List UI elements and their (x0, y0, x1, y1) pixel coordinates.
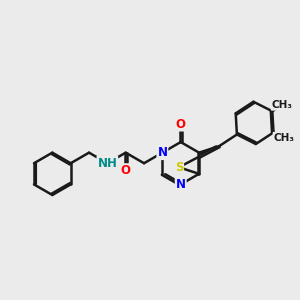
Text: CH₃: CH₃ (272, 100, 293, 110)
Text: NH: NH (98, 157, 117, 170)
Text: O: O (121, 164, 131, 177)
Text: N: N (158, 146, 167, 159)
Text: S: S (175, 161, 183, 174)
Text: N: N (176, 178, 186, 191)
Text: O: O (176, 118, 186, 130)
Text: CH₃: CH₃ (274, 133, 295, 143)
